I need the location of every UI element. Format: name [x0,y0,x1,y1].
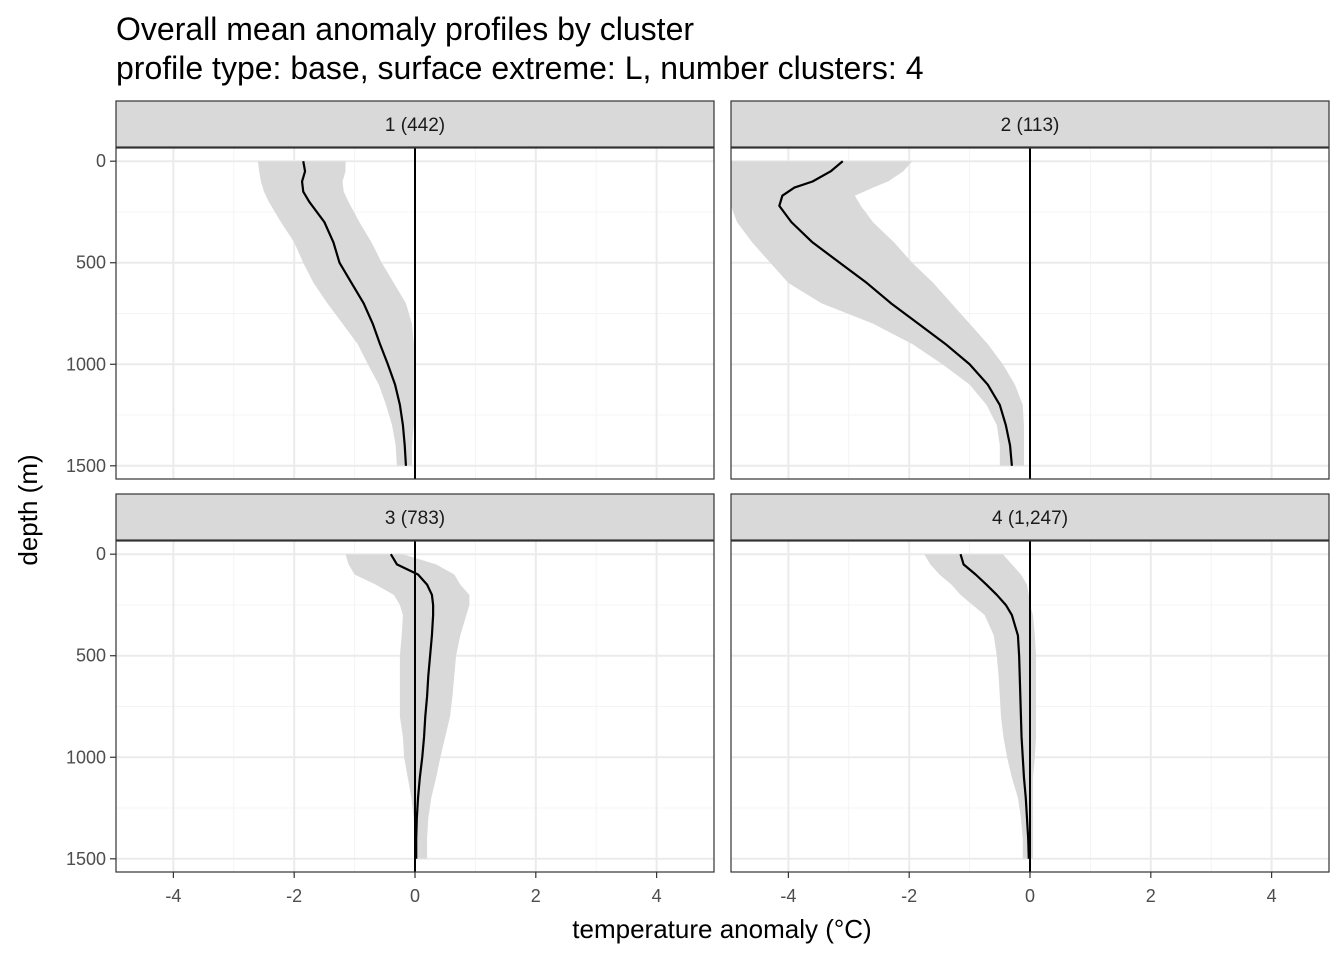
y-tick-label: 1500 [66,456,106,476]
strip-label: 3 (783) [385,508,445,529]
panel-2: 2 (113) [730,100,1330,480]
spread-ribbon [924,554,1037,859]
x-axis-title: temperature anomaly (°C) [572,914,871,944]
mean-profile-line [778,160,1013,466]
y-tick-label: 1000 [66,747,106,767]
strip-background [730,100,1330,148]
x-tick-label: -4 [780,886,796,906]
spread-ribbon [257,161,414,466]
panel-border [115,147,715,480]
x-tick-label: 0 [1025,886,1035,906]
x-tick-label: 4 [652,886,662,906]
spread-ribbon [731,161,1024,466]
panel-3: 3 (783) 0 500 1000 1500 -4 -2 0 2 4 [66,493,715,906]
y-tick-label: 0 [96,544,106,564]
strip-background [115,493,715,541]
strip-label: 4 (1,247) [992,508,1068,529]
strip-label: 1 (442) [385,115,445,136]
y-tick-label: 1000 [66,354,106,374]
x-tick-label: -2 [286,886,302,906]
mean-profile-line [389,553,435,859]
chart-subtitle: profile type: base, surface extreme: L, … [116,50,923,86]
x-tick-label: 2 [1146,886,1156,906]
y-tick-label: 500 [76,646,106,666]
x-tick-label: -2 [901,886,917,906]
mean-profile-line [959,553,1030,859]
panel-border [730,147,1330,480]
y-tick-label: 0 [96,151,106,171]
x-tick-label: 0 [410,886,420,906]
y-tick-label: 1500 [66,849,106,869]
x-tick-label: 2 [531,886,541,906]
mean-profile-line [300,161,408,466]
spread-ribbon [345,554,470,859]
strip-background [115,100,715,148]
x-tick-label: -4 [165,886,181,906]
panel-1: 1 (442) 0 500 1000 1500 [66,100,715,480]
strip-label: 2 (113) [1001,115,1060,136]
chart-title: Overall mean anomaly profiles by cluster [116,11,694,47]
facet-panels: 1 (442) 0 500 1000 1500 2 (113) 3 (783) 0 500 100… [66,100,1330,906]
x-tick-label: 4 [1267,886,1277,906]
panel-4: 4 (1,247) -4 -2 0 2 4 [730,493,1330,906]
strip-background [730,493,1330,541]
y-tick-label: 500 [76,253,106,273]
y-axis-title: depth (m) [13,454,43,565]
